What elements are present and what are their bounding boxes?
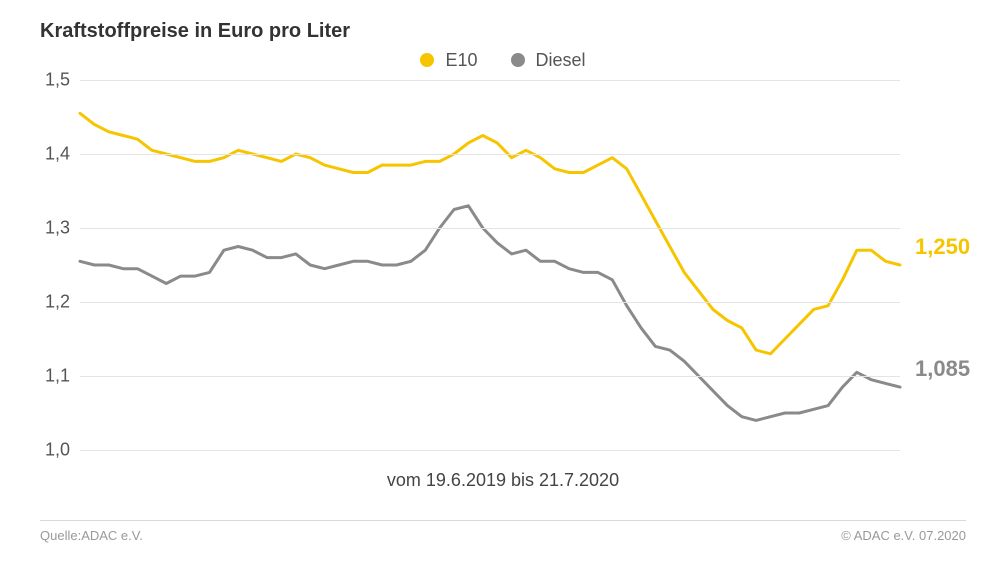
footer-source: Quelle:ADAC e.V.	[40, 528, 143, 543]
legend-marker-e10	[420, 53, 434, 67]
ytick-label: 1,2	[30, 292, 70, 313]
footer-divider	[40, 520, 966, 521]
chart-lines	[80, 80, 900, 450]
x-axis-label: vom 19.6.2019 bis 21.7.2020	[0, 470, 1006, 491]
ytick-label: 1,0	[30, 440, 70, 461]
line-diesel	[80, 206, 900, 421]
gridline	[80, 450, 900, 451]
ytick-label: 1,5	[30, 70, 70, 91]
plot-area: 1,250 1,085 1,01,11,21,31,41,5	[80, 80, 900, 450]
legend-label-e10: E10	[445, 50, 477, 70]
legend-label-diesel: Diesel	[536, 50, 586, 70]
chart-title: Kraftstoffpreise in Euro pro Liter	[40, 20, 350, 43]
end-label-diesel: 1,085	[915, 356, 970, 382]
chart-legend: E10 Diesel	[0, 50, 1006, 71]
ytick-label: 1,4	[30, 144, 70, 165]
ytick-label: 1,1	[30, 366, 70, 387]
gridline	[80, 80, 900, 81]
gridline	[80, 302, 900, 303]
end-label-e10: 1,250	[915, 234, 970, 260]
gridline	[80, 376, 900, 377]
legend-item-diesel: Diesel	[511, 50, 586, 71]
ytick-label: 1,3	[30, 218, 70, 239]
legend-marker-diesel	[511, 53, 525, 67]
footer-copyright: © ADAC e.V. 07.2020	[841, 528, 966, 543]
gridline	[80, 228, 900, 229]
legend-item-e10: E10	[420, 50, 477, 71]
gridline	[80, 154, 900, 155]
